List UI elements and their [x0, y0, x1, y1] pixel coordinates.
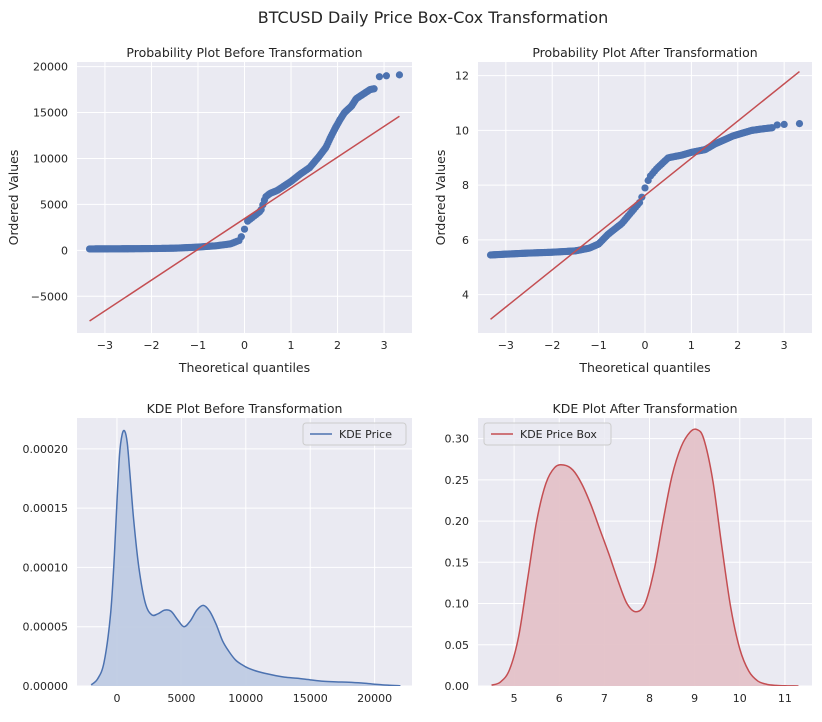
legend-label: KDE Price Box	[520, 428, 597, 441]
subplot-title: Probability Plot Before Transformation	[126, 45, 362, 60]
legend-label: KDE Price	[339, 428, 392, 441]
x-tick-label: 1	[288, 339, 295, 352]
x-tick-label: 15000	[293, 692, 328, 705]
y-tick-label: 0	[61, 244, 68, 257]
legend-box	[483, 422, 612, 446]
data-point	[237, 233, 245, 241]
x-tick-label: 7	[601, 692, 608, 705]
x-tick-label: 0	[241, 339, 248, 352]
x-tick-label: 1	[688, 339, 695, 352]
fit-line	[89, 115, 400, 322]
y-axis-label: Ordered Values	[6, 150, 21, 246]
data-point	[240, 225, 249, 233]
kde-fill	[91, 430, 401, 686]
y-tick-label: 0.05	[445, 639, 470, 652]
data-point	[382, 72, 391, 80]
plot-marks	[85, 71, 404, 322]
x-tick-label: 0	[113, 692, 120, 705]
x-tick-label: −1	[190, 339, 206, 352]
kde-line	[90, 429, 401, 686]
legend: KDE Price Box	[483, 422, 612, 446]
data-point	[641, 184, 649, 192]
y-tick-label: 5000	[40, 198, 68, 211]
y-tick-label: 8	[462, 179, 469, 192]
x-tick-label: 9	[691, 692, 698, 705]
y-tick-label: 0.00015	[23, 502, 69, 515]
plot-marks	[491, 428, 799, 686]
subplot-title: KDE Plot After Transformation	[553, 401, 738, 416]
x-tick-label: 2	[734, 339, 741, 352]
kde-line	[491, 428, 799, 686]
y-tick-label: 0.30	[445, 433, 470, 446]
y-tick-label: 0.00020	[23, 443, 69, 456]
y-tick-label: 10000	[33, 152, 68, 165]
x-tick-label: 5	[511, 692, 518, 705]
figure-title: BTCUSD Daily Price Box-Cox Transformatio…	[258, 8, 609, 27]
y-tick-label: 0.25	[445, 474, 470, 487]
x-tick-label: 11	[778, 692, 792, 705]
y-axis-label: Ordered Values	[433, 150, 448, 246]
x-tick-label: 6	[556, 692, 563, 705]
subplot-title: Probability Plot After Transformation	[532, 45, 757, 60]
y-tick-label: 20000	[33, 61, 68, 74]
plot-marks	[486, 70, 804, 320]
y-tick-label: 15000	[33, 107, 68, 120]
x-axis-label: Theoretical quantiles	[178, 360, 310, 375]
data-point	[773, 121, 781, 129]
x-axis-label: Theoretical quantiles	[578, 360, 710, 375]
y-tick-label: 0.00005	[23, 621, 69, 634]
subplot-title: KDE Plot Before Transformation	[147, 401, 343, 416]
y-tick-label: 0.15	[445, 556, 470, 569]
fit-line	[490, 70, 800, 320]
x-tick-label: 0	[642, 339, 649, 352]
y-tick-label: 0.10	[445, 598, 470, 611]
x-tick-label: −3	[498, 339, 514, 352]
x-tick-label: 2	[334, 339, 341, 352]
y-tick-label: 0.20	[445, 515, 470, 528]
x-tick-label: 3	[381, 339, 388, 352]
legend: KDE Price	[302, 422, 407, 446]
x-tick-label: 20000	[357, 692, 392, 705]
x-tick-label: 8	[646, 692, 653, 705]
x-tick-label: −3	[97, 339, 113, 352]
legend-box	[302, 422, 407, 446]
x-tick-label: 5000	[167, 692, 195, 705]
data-point	[375, 73, 384, 81]
y-tick-label: 12	[455, 70, 469, 83]
y-tick-label: 6	[462, 234, 469, 247]
subplot-prob-before: −3 −2 −1 0 1 2 3 −5000 0 5000 10000 15000 20000 Proba…	[6, 45, 412, 375]
x-tick-label: −2	[143, 339, 159, 352]
x-tick-label: 10000	[228, 692, 263, 705]
subplot-kde-after: 5 6 7 8 9 10 11 0.00 0.05 0.10 0.15 0.20 0.25 0.30 KDE…	[445, 401, 812, 705]
plot-marks	[90, 429, 401, 686]
x-tick-label: 10	[733, 692, 747, 705]
y-tick-label: 0.00010	[23, 561, 69, 574]
kde-fill	[491, 429, 799, 686]
y-tick-label: 0.00000	[23, 680, 69, 693]
data-point	[780, 120, 788, 129]
x-tick-label: 3	[781, 339, 788, 352]
y-tick-label: 10	[455, 124, 469, 137]
y-tick-label: 4	[462, 289, 469, 302]
x-tick-label: −2	[544, 339, 560, 352]
y-tick-label: 0.00	[445, 680, 470, 693]
data-point	[370, 85, 378, 93]
subplot-kde-before: 0 5000 10000 15000 20000 0.00000 0.00005 0.0001…	[23, 401, 412, 705]
data-point	[395, 71, 404, 79]
data-point	[795, 119, 804, 128]
y-tick-label: −5000	[31, 290, 68, 303]
x-tick-label: −1	[591, 339, 607, 352]
